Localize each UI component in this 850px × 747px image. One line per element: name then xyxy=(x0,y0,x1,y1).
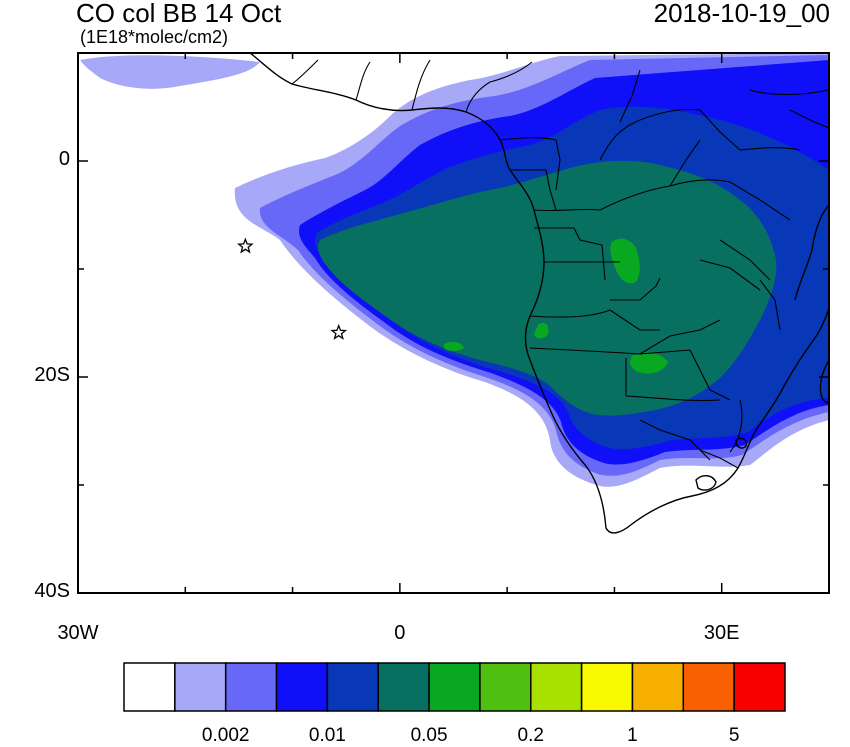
colorbar-swatch xyxy=(123,662,176,712)
colorbar-swatch xyxy=(174,662,227,712)
colorbar-label: 0.002 xyxy=(201,725,250,746)
colorbar-swatch xyxy=(580,662,634,712)
colorbar-swatch xyxy=(377,662,430,712)
plot-border xyxy=(77,52,830,594)
colorbar-swatch xyxy=(733,662,786,712)
lesotho xyxy=(695,475,717,491)
colorbar-label: 0.2 xyxy=(517,725,544,746)
star-marker xyxy=(330,323,348,340)
site-markers xyxy=(236,237,348,340)
colorbar-swatch xyxy=(631,662,685,712)
co-field xyxy=(80,53,829,487)
co-contour-01-a xyxy=(610,238,640,284)
coastlines xyxy=(249,53,829,534)
colorbar-swatch xyxy=(682,662,735,712)
africa-east-coast xyxy=(794,204,829,301)
lon-tick-label: 30E xyxy=(703,622,740,644)
co-contour-01-d xyxy=(444,341,464,351)
colorbar-swatch xyxy=(326,662,379,712)
colorbar-swatch xyxy=(428,662,481,712)
africa-coastline xyxy=(249,53,829,534)
map-units: (1E18*molec/cm2) xyxy=(80,27,229,47)
lon-tick-label: 30W xyxy=(57,622,99,644)
map-datetime: 2018-10-19_00 xyxy=(653,0,830,28)
co-contour-01-b xyxy=(630,352,668,374)
co-contour-0002-north xyxy=(80,55,260,89)
map-title: CO col BB 14 Oct xyxy=(76,0,282,28)
colorbar-label: 0.05 xyxy=(410,725,448,746)
colorbar-swatch xyxy=(224,662,278,712)
colorbar-swatch xyxy=(275,662,329,712)
co-contour-01-c xyxy=(534,322,549,339)
colorbar xyxy=(123,662,786,712)
lat-tick-label: 20S xyxy=(34,364,70,386)
lon-tick-label: 0 xyxy=(394,622,406,644)
colorbar-swatch xyxy=(479,662,532,712)
star-marker xyxy=(236,237,254,254)
map-frame xyxy=(77,52,830,594)
swaziland xyxy=(735,437,748,449)
country-borders xyxy=(291,59,829,469)
lat-tick-label: 40S xyxy=(34,580,70,602)
lat-tick-label: 0 xyxy=(58,148,70,170)
colorbar-swatch xyxy=(530,662,583,712)
colorbar-label: 5 xyxy=(728,725,740,746)
colorbar-label: 1 xyxy=(627,725,638,746)
colorbar-label: 0.01 xyxy=(308,725,346,746)
